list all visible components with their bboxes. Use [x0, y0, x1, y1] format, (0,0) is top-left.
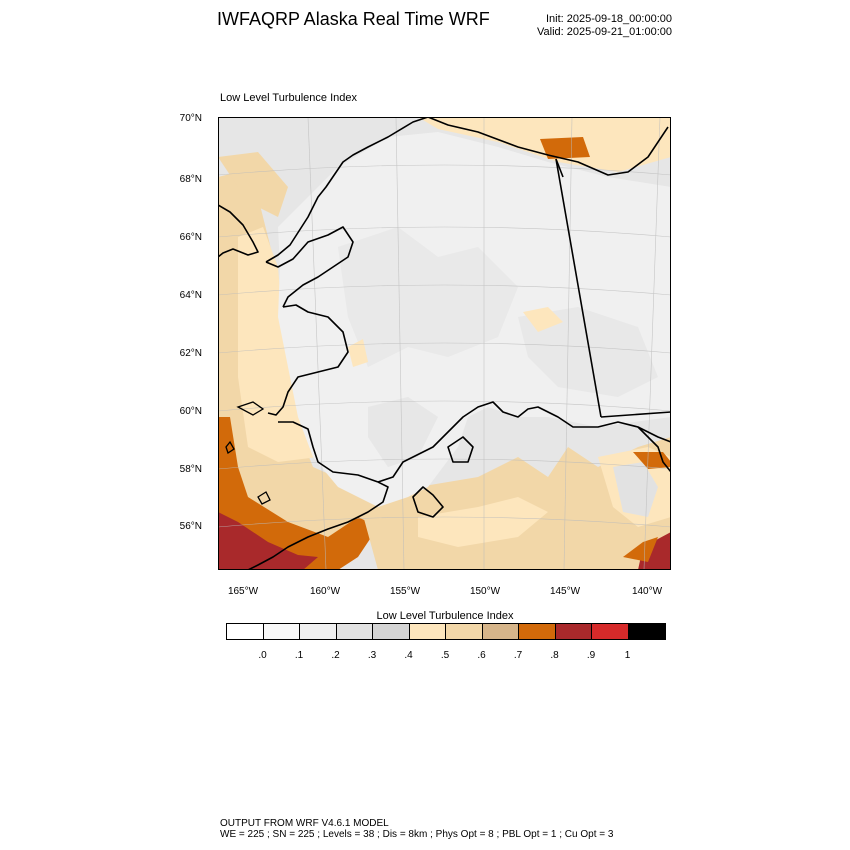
coast-kodiak [412, 486, 444, 518]
coast-seward [265, 226, 354, 308]
lat-label-68: 68°N [179, 174, 202, 185]
colorbar-tick-label: .6 [477, 650, 486, 661]
colorbar-box [592, 624, 629, 639]
coast-bristol-bay [278, 421, 379, 483]
colorbar-tick-label: .2 [331, 650, 340, 661]
colorbar-box [227, 624, 264, 639]
turbulence-map [218, 117, 671, 570]
islands [225, 401, 271, 505]
colorbar-tick-label: .8 [550, 650, 559, 661]
lat-label-64: 64°N [179, 290, 202, 301]
coast-north-west [265, 117, 429, 263]
colorbar-tick-label: .1 [294, 650, 304, 661]
colorbar-tick-label: .3 [367, 650, 377, 661]
field-gulf-light [418, 497, 548, 547]
lat-label-60: 60°N [179, 406, 202, 417]
field-bering-orange [218, 417, 378, 570]
colorbar-tick-label: 1 [624, 650, 631, 661]
lat-label-62: 62°N [179, 348, 202, 359]
graticule-lat-66 [218, 226, 671, 238]
coast-yukon-north [600, 411, 671, 418]
colorbar-box [263, 624, 300, 639]
graticule-lat-64 [218, 284, 671, 296]
colorbar-title: Low Level Turbulence Index [376, 610, 514, 622]
lon-label-145: 145°W [549, 586, 581, 597]
colorbar-box [446, 624, 483, 639]
field-land-interior-1 [338, 227, 518, 367]
colorbar [226, 623, 666, 640]
lon-label-165: 165°W [227, 586, 259, 597]
lat-label-56: 56°N [179, 521, 202, 532]
coast-kenai [447, 436, 474, 463]
field-gulf-east-gray [613, 462, 658, 517]
field-patch-2 [348, 339, 368, 367]
coast-alaska-peninsula [247, 481, 389, 570]
field-gulf-se-orange [623, 537, 658, 562]
page-title: IWFAQRP Alaska Real Time WRF [217, 9, 490, 29]
island-st-matthew [225, 440, 235, 455]
lon-label-140: 140°W [631, 586, 663, 597]
colorbar-tick-label: .4 [404, 650, 413, 661]
colorbar-tick-label: .7 [513, 650, 523, 661]
init-time: Init: 2025-09-18_00:00:00 [546, 13, 672, 25]
colorbar-box [373, 624, 410, 639]
lon-label-150: 150°W [469, 586, 501, 597]
map-border [218, 117, 671, 570]
graticule-lon-155 [395, 117, 405, 570]
colorbar-tick-label: .9 [586, 650, 596, 661]
field-north-orange [540, 137, 590, 159]
field-land-interior-2 [518, 307, 658, 397]
colorbar-box [519, 624, 556, 639]
graticule-lat-68 [218, 164, 671, 176]
colorbar-tick-label: .0 [258, 650, 267, 661]
island-st-lawrence [236, 401, 265, 416]
coast-southeast [637, 426, 671, 473]
colorbar-box [336, 624, 373, 639]
graticule-lon-140 [643, 117, 661, 570]
plot-title: Low Level Turbulence Index [220, 92, 357, 104]
valid-time: Valid: 2025-09-21_01:00:00 [537, 26, 672, 38]
graticule-lon-145 [563, 117, 573, 570]
colorbar-box [555, 624, 592, 639]
graticule [218, 117, 671, 570]
lat-label-58: 58°N [179, 464, 202, 475]
coast-border-alt [555, 158, 564, 178]
lat-label-66: 66°N [179, 232, 202, 243]
colorbar-box [628, 624, 665, 639]
colorbar-box [482, 624, 519, 639]
footer-model-line: OUTPUT FROM WRF V4.6.1 MODEL [220, 818, 389, 829]
lat-label-70: 70°N [179, 113, 202, 124]
colorbar-box [409, 624, 446, 639]
map-svg [218, 117, 671, 570]
field-bering-red [218, 512, 318, 570]
graticule-lon-160 [307, 117, 327, 570]
coast-norton-sound [267, 304, 349, 416]
graticule-lat-56 [218, 516, 671, 528]
island-nunivak [257, 491, 271, 505]
coast-north-slope [427, 117, 669, 176]
lon-label-160: 160°W [309, 586, 341, 597]
lon-label-155: 155°W [389, 586, 421, 597]
field-patch-1 [523, 307, 563, 332]
colorbar-box [300, 624, 337, 639]
coast-russia [218, 204, 259, 258]
colorbar-tick-label: .5 [440, 650, 450, 661]
graticule-lat-62 [218, 342, 671, 354]
graticule-lat-60 [218, 400, 671, 412]
footer-config-line: WE = 225 ; SN = 225 ; Levels = 38 ; Dis … [220, 829, 614, 840]
coast-peninsula-south [377, 401, 671, 483]
coast-canada-border [555, 158, 602, 418]
field-land-interior-3 [368, 397, 438, 467]
coastlines [218, 117, 671, 570]
field-nw-band [218, 152, 288, 217]
graticule-lat-58 [218, 458, 671, 470]
